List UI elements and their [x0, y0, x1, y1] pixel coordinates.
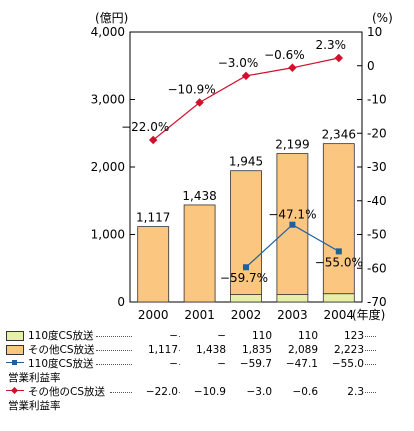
bar-110cs [276, 294, 309, 303]
left-axis-tick-label: 4,000 [91, 25, 125, 39]
left-axis-tick-label: 0 [117, 295, 125, 309]
bar-total-label: 1,438 [182, 189, 216, 203]
legend-row-110cs-margin: 110度CS放送 営業利益率 − − −59.7 −47.1 −55.0 [4, 357, 412, 385]
bar-110cs [230, 294, 262, 303]
line-value-label: −0.6% [264, 48, 305, 62]
legend-cell: −10.9 [180, 385, 226, 399]
legend-cell: 1,835 [226, 343, 272, 357]
legend-swatch-110cs [6, 331, 24, 341]
legend-cell: − [132, 329, 178, 343]
legend-cell: 1,117 [132, 343, 178, 357]
legend-table: 110度CS放送 − − 110 110 123 その他CS放送 1,117 1… [4, 329, 412, 413]
left-axis-tick-label: 3,000 [91, 93, 125, 107]
legend-row-110cs: 110度CS放送 − − 110 110 123 [4, 329, 412, 343]
legend-label: 110度CS放送 [28, 358, 94, 370]
legend-cell: −47.1 [272, 357, 318, 371]
legend-cell: 2,089 [272, 343, 318, 357]
legend-label: 110度CS放送 [28, 330, 94, 342]
right-axis-tick-label: -60 [367, 261, 387, 275]
legend-label: その他のCS放送 [28, 386, 105, 398]
legend-cell: − [180, 357, 226, 371]
legend-swatch-other-cs [6, 345, 24, 355]
marker-other-cs-margin [241, 71, 251, 81]
left-axis-tick-label: 2,000 [91, 160, 125, 174]
legend-cell: 123 [318, 329, 364, 343]
right-axis-tick-label: 10 [367, 25, 382, 39]
line-value-label: −59.7% [220, 271, 268, 285]
marker-other-cs-margin [288, 63, 297, 73]
marker-other-cs-margin [148, 135, 158, 145]
line-value-label: −10.9% [168, 83, 216, 97]
legend-row-other-cs-margin: その他のCS放送 営業利益率 −22.0 −10.9 −3.0 −0.6 2.3 [4, 385, 412, 413]
bar-other-cs [183, 204, 216, 303]
legend-label-line2: 営業利益率 [8, 400, 61, 412]
bar-other-cs [137, 226, 170, 303]
legend-cell: −55.0 [318, 357, 364, 371]
legend-cell: 2,223 [318, 343, 364, 357]
left-axis: 0 1,000 2,000 3,000 4,000 [91, 25, 135, 309]
x-axis: 2000 2001 2002 2003 2004 [138, 308, 354, 322]
bars [137, 143, 355, 303]
bar-110cs [322, 293, 355, 303]
legend-cell: 110 [272, 329, 318, 343]
marker-110cs-margin [335, 248, 342, 255]
data-labels: 1,117 1,438 1,945 2,199 2,346 −59.7% −47.1% −55… [121, 38, 363, 285]
line-value-label: 2.3% [316, 38, 347, 52]
bar-total-label: 1,117 [136, 211, 170, 225]
legend-label-line2: 営業利益率 [8, 372, 61, 384]
line-value-label: −3.0% [218, 56, 259, 70]
right-axis: 10 0 -10 -20 -30 -40 -50 -60 -70 [357, 25, 387, 309]
x-axis-tick-label: 2002 [231, 308, 262, 322]
left-axis-tick-label: 1,000 [91, 228, 125, 242]
legend-cell: −0.6 [272, 385, 318, 399]
marker-other-cs-margin [195, 98, 204, 107]
x-axis-tick-label: 2001 [184, 308, 215, 322]
line-value-label: −22.0% [121, 120, 169, 134]
marker-110cs-margin [243, 264, 249, 271]
line-value-label: −55.0% [315, 255, 363, 269]
bar-total-label: 2,346 [322, 128, 356, 142]
legend-cell: 2.3 [318, 385, 364, 399]
right-axis-unit: (%) [372, 11, 393, 25]
right-axis-tick-label: -70 [367, 295, 387, 309]
right-axis-tick-label: -50 [367, 228, 387, 242]
x-axis-suffix: (年度) [352, 307, 385, 322]
right-axis-tick-label: -40 [367, 194, 387, 208]
legend-row-other-cs: その他CS放送 1,117 1,438 1,835 2,089 2,223 [4, 343, 412, 357]
combo-chart: 0 1,000 2,000 3,000 4,000 10 0 -10 -20 -30 -40 -50… [91, 11, 393, 322]
legend-line-square-icon [6, 357, 24, 369]
legend-cell: −3.0 [226, 385, 272, 399]
x-axis-tick-label: 2003 [277, 308, 308, 322]
legend-cell: 1,438 [180, 343, 226, 357]
line-value-label: −47.1% [268, 208, 316, 222]
bar-other-cs [230, 170, 262, 295]
legend-line-diamond-icon [6, 385, 24, 397]
right-axis-tick-label: -30 [367, 160, 387, 174]
bar-total-label: 2,199 [275, 138, 309, 152]
left-axis-unit: (億円) [95, 11, 128, 25]
right-axis-tick-label: 0 [367, 59, 375, 73]
legend-cell: −22.0 [132, 385, 178, 399]
bar-total-label: 1,945 [229, 155, 263, 169]
bar-other-cs [322, 143, 355, 295]
marker-110cs-margin [289, 221, 296, 228]
right-axis-tick-label: -20 [367, 126, 387, 140]
legend-cell: 110 [226, 329, 272, 343]
marker-other-cs-margin [334, 53, 344, 63]
legend-cell: − [180, 329, 226, 343]
legend-label: その他CS放送 [28, 344, 95, 356]
right-axis-tick-label: -10 [367, 93, 387, 107]
legend-cell: − [132, 357, 178, 371]
x-axis-tick-label: 2004 [324, 308, 355, 322]
legend-cell: −59.7 [226, 357, 272, 371]
line-series [148, 53, 344, 271]
x-axis-tick-label: 2000 [138, 308, 169, 322]
